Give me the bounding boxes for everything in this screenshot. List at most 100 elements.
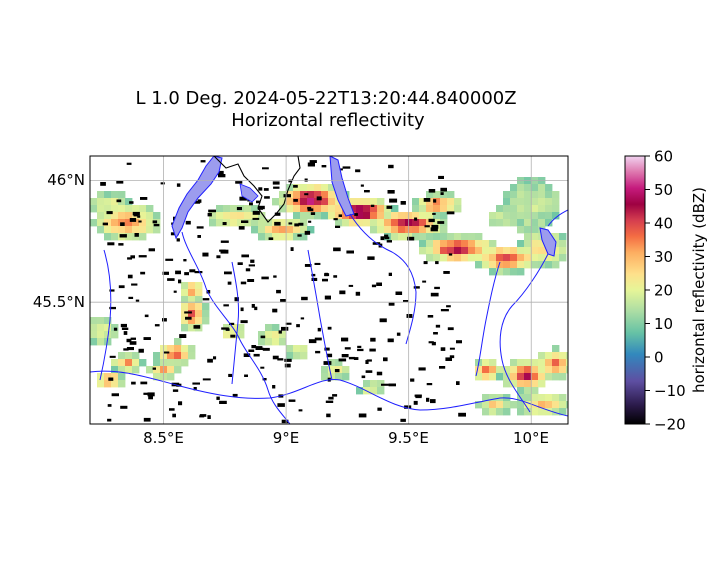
clutter-speck xyxy=(120,405,128,409)
clutter-speck xyxy=(260,366,265,369)
radar-pixel xyxy=(545,191,553,199)
radar-pixel xyxy=(377,387,385,395)
clutter-speck xyxy=(216,255,221,259)
clutter-speck xyxy=(341,354,349,358)
clutter-speck xyxy=(126,338,132,343)
radar-pixel xyxy=(300,226,308,234)
clutter-speck xyxy=(227,281,232,285)
clutter-speck xyxy=(310,212,316,215)
radar-pixel xyxy=(321,198,329,206)
radar-pixel xyxy=(293,205,301,213)
clutter-speck xyxy=(364,190,370,193)
radar-pixel xyxy=(391,219,399,227)
radar-pixel xyxy=(97,380,105,388)
radar-pixel xyxy=(510,268,518,276)
clutter-speck xyxy=(383,357,388,362)
radar-pixel xyxy=(335,205,343,213)
clutter-speck xyxy=(138,348,144,353)
clutter-speck xyxy=(389,198,398,203)
clutter-speck xyxy=(102,222,108,226)
radar-pixel xyxy=(335,373,343,381)
clutter-speck xyxy=(433,332,438,335)
radar-pixel xyxy=(314,184,322,192)
radar-pixel xyxy=(545,184,553,192)
clutter-speck xyxy=(396,332,401,336)
radar-pixel xyxy=(258,226,266,234)
radar-pixel xyxy=(524,387,532,395)
radar-pixel xyxy=(97,191,105,199)
clutter-speck xyxy=(176,183,181,187)
clutter-speck xyxy=(230,334,236,338)
radar-pixel xyxy=(181,345,189,353)
radar-pixel xyxy=(167,366,175,374)
radar-pixel xyxy=(517,240,525,248)
radar-pixel xyxy=(524,191,532,199)
radar-pixel xyxy=(482,366,490,374)
radar-pixel xyxy=(377,205,385,213)
clutter-speck xyxy=(220,249,229,254)
radar-pixel xyxy=(461,233,469,241)
radar-pixel xyxy=(440,254,448,262)
clutter-speck xyxy=(250,259,255,263)
radar-pixel xyxy=(454,205,462,213)
clutter-speck xyxy=(357,345,362,348)
clutter-speck xyxy=(294,223,300,227)
radar-pixel xyxy=(125,366,133,374)
radar-pixel xyxy=(517,212,525,220)
radar-pixel xyxy=(181,359,189,367)
clutter-speck xyxy=(433,199,437,203)
radar-pixel xyxy=(111,198,119,206)
radar-pixel xyxy=(349,219,357,227)
radar-pixel xyxy=(167,359,175,367)
clutter-speck xyxy=(213,356,217,360)
radar-pixel xyxy=(517,205,525,213)
radar-pixel xyxy=(328,191,336,199)
x-tick-10: 10°E xyxy=(513,429,549,447)
radar-pixel xyxy=(216,205,224,213)
clutter-speck xyxy=(281,326,289,331)
radar-pixel xyxy=(489,394,497,402)
radar-pixel xyxy=(447,198,455,206)
clutter-speck xyxy=(449,355,455,359)
clutter-speck xyxy=(304,264,312,267)
clutter-speck xyxy=(235,181,243,184)
radar-pixel xyxy=(300,212,308,220)
radar-pixel xyxy=(398,212,406,220)
radar-pixel xyxy=(132,366,140,374)
radar-pixel xyxy=(440,240,448,248)
clutter-speck xyxy=(109,289,115,292)
radar-pixel xyxy=(321,366,329,374)
radar-pixel xyxy=(188,289,196,297)
clutter-speck xyxy=(430,227,438,232)
x-axis-tick-labels: 8.5°E 9°E 9.5°E 10°E xyxy=(143,429,549,447)
radar-pixel xyxy=(510,205,518,213)
radar-pixel xyxy=(146,205,154,213)
clutter-speck xyxy=(380,236,385,241)
radar-pixel xyxy=(265,331,273,339)
clutter-speck xyxy=(240,307,244,312)
clutter-speck xyxy=(387,190,395,194)
radar-pixel xyxy=(237,324,245,332)
clutter-speck xyxy=(107,418,112,422)
clutter-speck xyxy=(237,262,243,265)
clutter-speck xyxy=(148,395,153,400)
map-frame xyxy=(89,155,569,425)
radar-pixel xyxy=(398,219,406,227)
radar-pixel xyxy=(552,366,560,374)
radar-pixel xyxy=(433,254,441,262)
radar-pixel xyxy=(503,198,511,206)
radar-pixel xyxy=(517,359,525,367)
radar-pixel xyxy=(489,268,497,276)
radar-pixel xyxy=(181,282,189,290)
radar-pixel xyxy=(328,205,336,213)
radar-pixel xyxy=(552,359,560,367)
radar-pixel xyxy=(559,247,567,255)
radar-pixel xyxy=(475,401,483,409)
radar-pixel xyxy=(510,254,518,262)
clutter-speck xyxy=(384,234,389,239)
clutter-speck xyxy=(100,182,106,186)
clutter-speck xyxy=(130,255,135,259)
radar-pixel xyxy=(104,191,112,199)
radar-pixel xyxy=(489,254,497,262)
clutter-speck xyxy=(107,242,115,246)
